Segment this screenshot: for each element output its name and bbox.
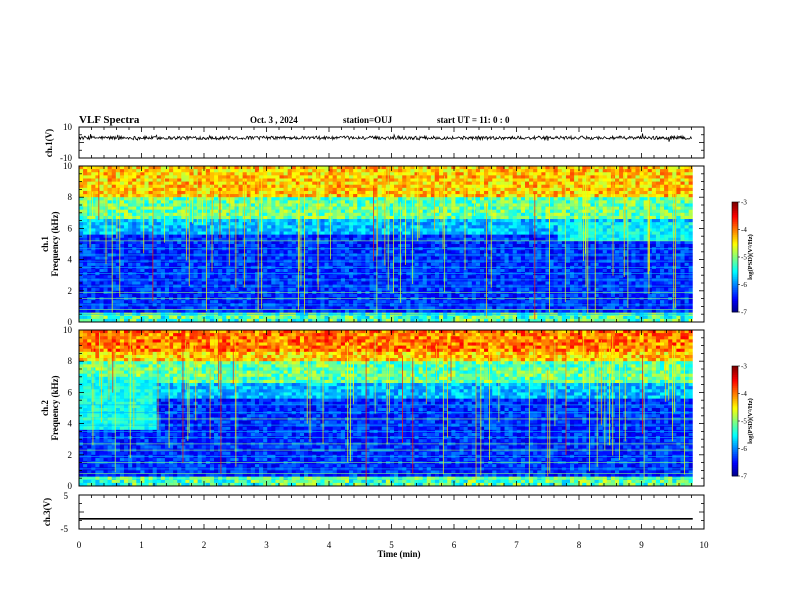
ch2-colorbar: -3 -4 -5 -6 -7	[731, 363, 747, 481]
colorbar-tick-label: -6	[741, 281, 747, 289]
ch2-spec-ylabel: Frequency (kHz)	[50, 375, 60, 440]
ch3-ytick-top: 5	[64, 491, 69, 501]
ch2-colorbar-label: log(PSD)(V²/Hz)	[747, 398, 754, 444]
ch1-ytick-top: 10	[63, 122, 73, 132]
time-tick-label: 2	[202, 540, 207, 550]
colorbar-tick-label: -4	[741, 390, 747, 398]
freq-tick-label: 2	[68, 286, 73, 296]
freq-tick-label: 6	[68, 223, 73, 233]
freq-tick-label: 8	[68, 356, 73, 366]
time-tick-label: 10	[700, 540, 710, 550]
ch1-spectrogram-ytick-labels: 0 2 4 6 8 10	[63, 161, 73, 327]
ch1-trace-path	[78, 133, 692, 142]
ch3-ylabel: ch.3(V)	[42, 498, 52, 526]
colorbar-tick-label: -3	[741, 199, 747, 207]
colorbar-tick-label: -7	[741, 309, 747, 317]
colorbar-tick-label: -7	[741, 473, 747, 481]
time-tick-label: 6	[452, 540, 457, 550]
colorbar-tick-label: -5	[741, 418, 747, 426]
ch1-axis-ticks	[78, 126, 705, 159]
freq-tick-label: 4	[68, 255, 73, 265]
date-label: Oct. 3 , 2024	[250, 115, 298, 125]
ch1-colorbar-label: log(PSD)(V²/Hz)	[747, 234, 754, 280]
ch1-spectrogram-ticks	[78, 165, 705, 323]
colorbar-tick-label: -4	[741, 226, 747, 234]
ch1-waveform-panel: 10 -10 ch.1(V)	[44, 122, 705, 163]
figure-title: VLF Spectra	[79, 114, 140, 126]
freq-tick-label: 4	[68, 419, 73, 429]
freq-tick-label: 0	[68, 317, 73, 327]
freq-tick-label: 10	[63, 161, 73, 171]
ch2-spectrogram-image	[79, 330, 704, 487]
time-tick-label: 9	[639, 540, 644, 550]
ch3-waveform-panel: 5 -5 ch.3(V)	[42, 491, 705, 534]
time-axis-tick-labels: 0 1 2 3 4 5 6 7 8 9 10	[77, 540, 709, 550]
ch3-ytick-bottom: -5	[61, 524, 69, 534]
ch1-waveform-trace	[78, 133, 692, 142]
ch1-spec-channel-label: ch.1	[40, 236, 50, 252]
time-tick-label: 5	[389, 540, 394, 550]
time-tick-label: 1	[139, 540, 144, 550]
colorbar-tick-label: -6	[741, 445, 747, 453]
ch1-ytick-bottom: -10	[60, 153, 72, 163]
time-tick-label: 0	[77, 540, 82, 550]
time-tick-label: 4	[327, 540, 332, 550]
ch1-ylabel: ch.1(V)	[44, 129, 54, 157]
freq-tick-label: 10	[63, 325, 73, 335]
ch2-spec-channel-label: ch.2	[40, 400, 50, 416]
ch2-spectrogram-ticks	[78, 329, 705, 487]
time-tick-label: 7	[514, 540, 519, 550]
station-label: station=OUJ	[343, 115, 393, 125]
ch2-spectrogram-ytick-labels: 0 2 4 6 8 10	[63, 325, 73, 491]
colorbar-tick-label: -5	[741, 254, 747, 262]
ch1-spectrogram-image	[79, 166, 704, 323]
time-tick-label: 8	[577, 540, 582, 550]
ch1-spec-ylabel: Frequency (kHz)	[50, 211, 60, 276]
freq-tick-label: 2	[68, 450, 73, 460]
start-ut-label: start UT = 11: 0 : 0	[437, 115, 510, 125]
time-axis-label: Time (min)	[377, 549, 420, 559]
freq-tick-label: 0	[68, 481, 73, 491]
ch3-axis-ticks	[78, 494, 705, 530]
freq-tick-label: 8	[68, 192, 73, 202]
colorbar-tick-label: -3	[741, 363, 747, 371]
ch1-colorbar: -3 -4 -5 -6 -7	[731, 199, 747, 317]
time-tick-label: 3	[264, 540, 269, 550]
freq-tick-label: 6	[68, 387, 73, 397]
